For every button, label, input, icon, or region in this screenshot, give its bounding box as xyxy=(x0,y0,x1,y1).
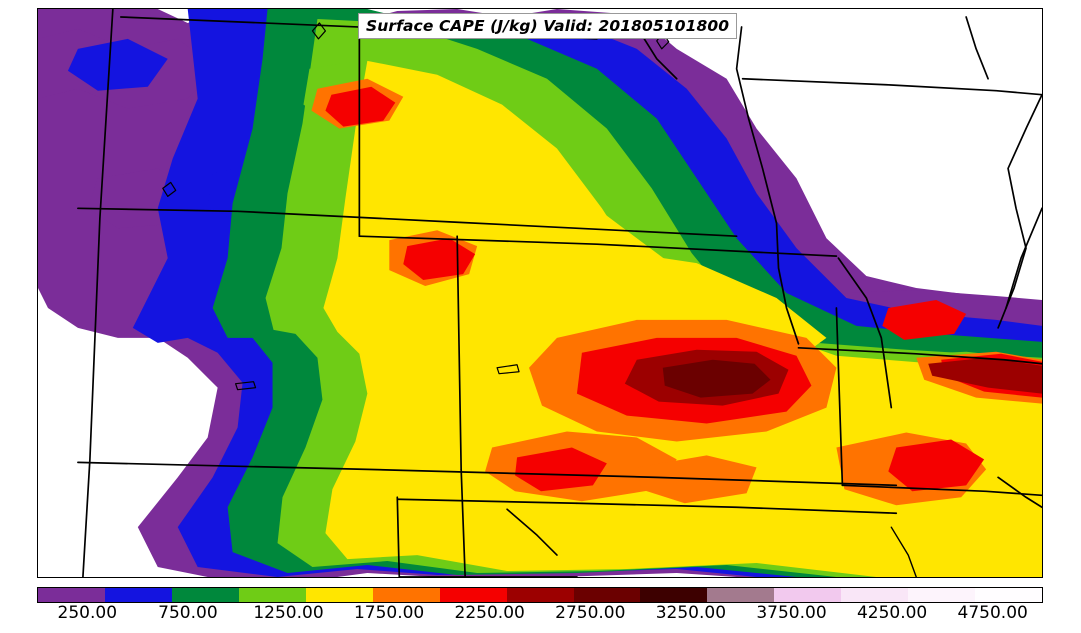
lake-mark-a xyxy=(162,181,177,197)
map-plot-area[interactable] xyxy=(37,8,1043,578)
colorbar-segment-3 xyxy=(238,588,306,602)
map-title: Surface CAPE (J/kg) Valid: 201805101800 xyxy=(366,17,730,35)
colorbar-tick-1250: 1250.00 xyxy=(253,603,324,623)
lake-mark-d xyxy=(311,22,327,40)
lake-mark-b xyxy=(235,381,257,391)
border-iowa-east xyxy=(997,93,1042,329)
contour-band-2000-c xyxy=(515,447,607,492)
border-oklahoma-panhandle-n xyxy=(396,498,578,505)
colorbar-segment-8 xyxy=(573,588,641,602)
colorbar-tick-3750: 3750.00 xyxy=(756,603,827,623)
contour-band-2000-e xyxy=(325,86,396,127)
border-nebraska-east xyxy=(837,257,893,409)
colorbar-tick-3250: 3250.00 xyxy=(655,603,727,623)
border-iowa-north xyxy=(741,77,1042,96)
map-title-box: Surface CAPE (J/kg) Valid: 201805101800 xyxy=(358,13,738,39)
border-arkansas xyxy=(997,476,1042,509)
colorbar-segment-11 xyxy=(774,588,842,602)
colorbar-tick-4750: 4750.00 xyxy=(957,603,1028,623)
colorbar-tick-2250: 2250.00 xyxy=(454,603,525,623)
border-kansas-south xyxy=(841,484,1042,497)
border-iowa-south xyxy=(797,346,1042,365)
border-colorado-south xyxy=(77,461,898,487)
contour-band-2000-g xyxy=(882,299,967,340)
colorbar-tick-2750: 2750.00 xyxy=(555,603,626,623)
border-newmexico-east xyxy=(460,468,466,577)
border-oklahoma-panhandle-w xyxy=(396,496,401,577)
border-utah-arizona xyxy=(77,207,738,238)
border-illinois-west xyxy=(1005,207,1042,309)
border-texas-ok xyxy=(576,502,898,515)
river-mark-b xyxy=(890,526,917,577)
colorbar-segment-10 xyxy=(707,588,775,602)
river-mark-a xyxy=(506,508,558,556)
colorbar-tick-250: 250.00 xyxy=(57,603,118,623)
contour-band-2000-b xyxy=(888,439,985,492)
border-utah-west xyxy=(82,9,114,577)
colorbar-segment-7 xyxy=(506,588,574,602)
colorbar-tick-4250: 4250.00 xyxy=(856,603,928,623)
colorbar-segment-9 xyxy=(640,588,708,602)
border-minnesota-sd xyxy=(965,16,989,80)
border-iowa-west xyxy=(735,26,800,345)
lake-mark-c xyxy=(496,364,520,375)
cape-contour-map xyxy=(38,9,1042,577)
colorbar-segment-2 xyxy=(171,588,239,602)
state-boundaries xyxy=(77,9,1042,577)
colorbar-segment-13 xyxy=(908,588,976,602)
colorbar-tick-750: 750.00 xyxy=(158,603,218,623)
border-kansas-north xyxy=(358,235,838,257)
colorbar-segment-6 xyxy=(439,588,507,602)
border-colorado-nm xyxy=(456,235,463,471)
border-colorado-east xyxy=(835,307,844,487)
colorbar-segment-12 xyxy=(841,588,909,602)
contour-band-2250-b xyxy=(928,357,1042,394)
colorbar-tick-labels: 250.00 750.00 1250.00 1750.00 2250.00 2750.00… xyxy=(0,603,1081,629)
colorbar-segment-5 xyxy=(372,588,440,602)
colorbar-segment-4 xyxy=(305,588,373,602)
colorbar-segment-1 xyxy=(104,588,172,602)
colorbar-segment-0 xyxy=(38,588,105,602)
contour-band-500-patch-a xyxy=(67,38,168,91)
colorbar-tick-1750: 1750.00 xyxy=(353,603,425,623)
contour-band-2500 xyxy=(662,359,771,398)
colorbar[interactable] xyxy=(37,587,1043,603)
colorbar-segment-14 xyxy=(975,588,1043,602)
